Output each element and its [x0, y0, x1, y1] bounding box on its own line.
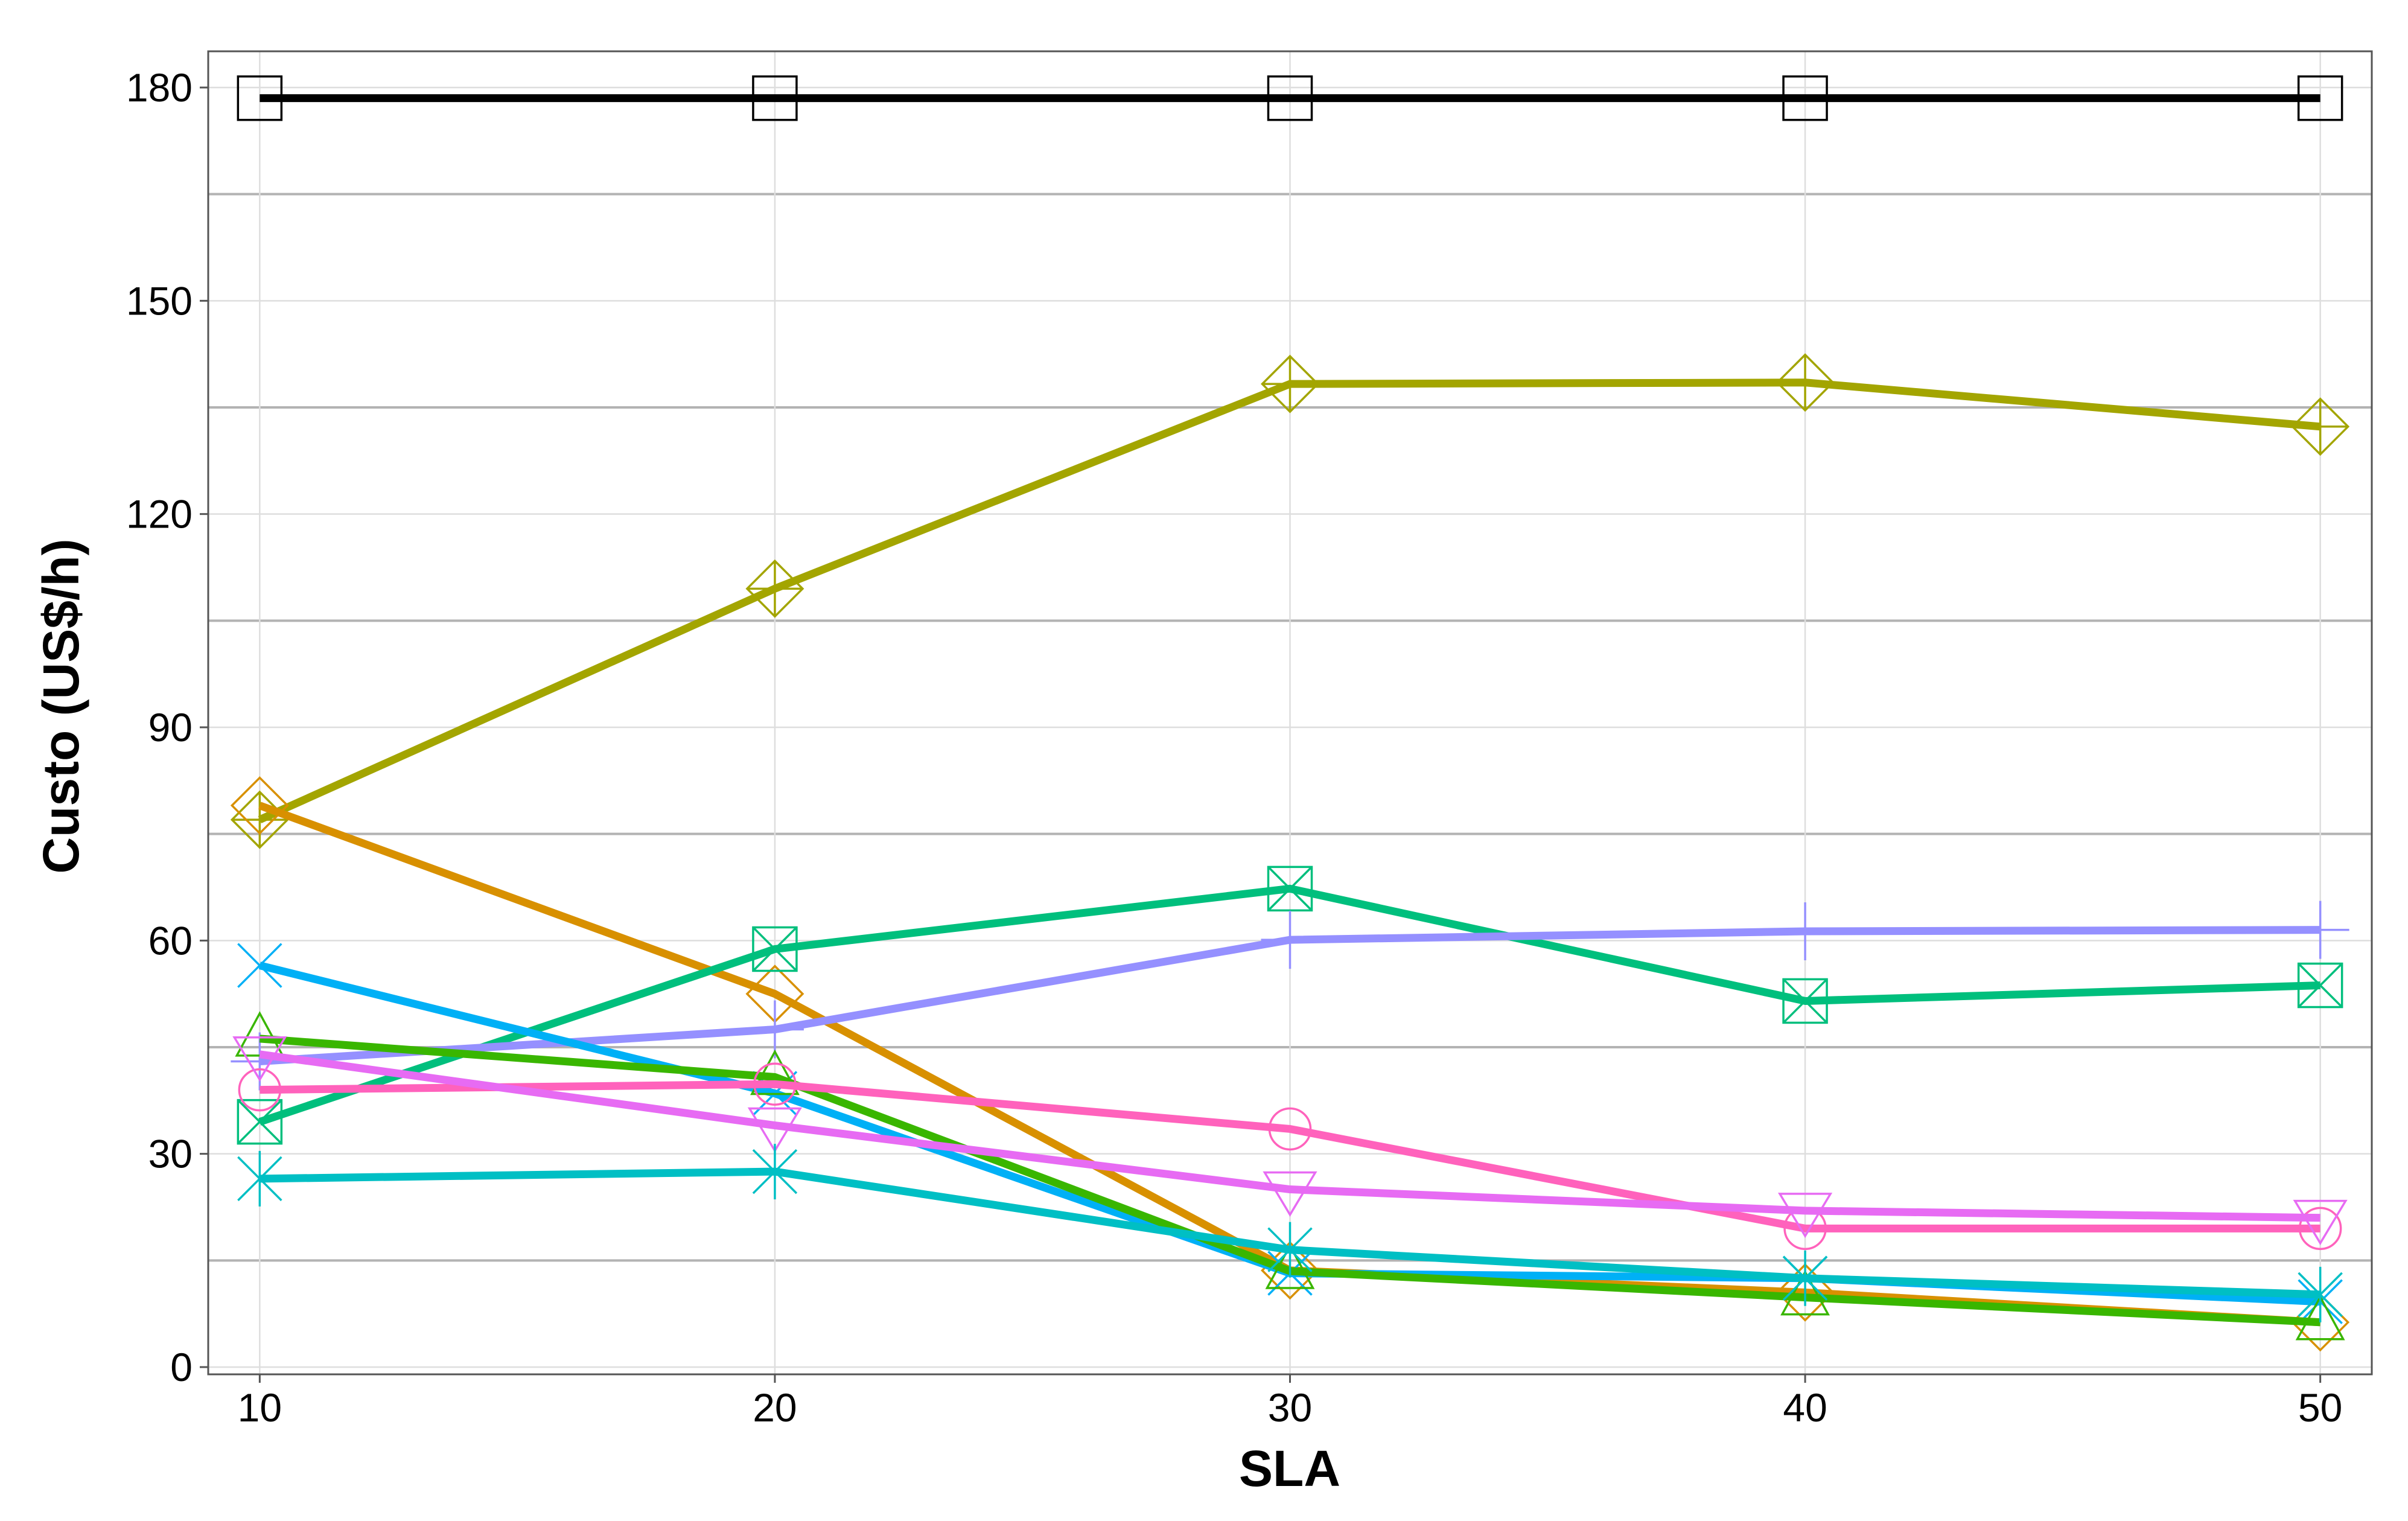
data-point-triangle-down — [1777, 1193, 1833, 1239]
data-point-square — [752, 75, 798, 121]
x-tick-label: 50 — [2298, 1385, 2342, 1430]
marker-line — [237, 943, 282, 988]
marker-line — [237, 1099, 282, 1144]
data-point-triangle-down — [232, 1036, 287, 1082]
x-tick-label: 30 — [1268, 1385, 1312, 1430]
data-point-triangle-down — [747, 1107, 803, 1153]
x-tick-label: 40 — [1783, 1385, 1827, 1430]
data-point-triangle — [1780, 1269, 1830, 1316]
y-tick-label: 0 — [170, 1345, 193, 1389]
data-point-square — [752, 926, 798, 972]
series-line — [260, 1080, 2320, 1232]
series-9 — [232, 1036, 2348, 1246]
data-point-circle — [1268, 1107, 1312, 1151]
x-tick-label: 10 — [238, 1385, 282, 1430]
series-8 — [238, 1062, 2342, 1251]
data-point-diamond — [1776, 1263, 1835, 1322]
y-tick-label: 60 — [148, 918, 193, 963]
data-point-circle — [753, 1062, 797, 1106]
y-tick-label: 180 — [126, 65, 193, 110]
ticks: 0 30 60 90 120 150 180 10 20 30 40 50 — [126, 65, 2342, 1430]
data-point-square — [237, 1098, 283, 1145]
y-tick-label: 90 — [148, 705, 193, 750]
series-4 — [237, 866, 2343, 1145]
y-tick-label: 120 — [126, 492, 193, 537]
series-line — [259, 1050, 2320, 1222]
grid — [208, 51, 2372, 1374]
x-tick-label: 20 — [753, 1385, 797, 1430]
series-layer — [230, 75, 2350, 1352]
data-point-circle — [238, 1068, 282, 1112]
data-point-triangle-down — [1263, 1171, 1317, 1217]
data-point-triangle — [2295, 1295, 2345, 1341]
data-point-triangle — [1265, 1243, 1315, 1289]
marker-line — [2298, 963, 2343, 1008]
marker-line — [752, 926, 798, 972]
data-point-triangle-down — [2293, 1199, 2348, 1246]
data-point-square — [1267, 866, 1313, 912]
data-point-square — [1782, 978, 1828, 1024]
data-point-square — [237, 75, 283, 121]
data-point-square — [1267, 75, 1313, 121]
marker-line — [1267, 866, 1313, 911]
y-tick-label: 30 — [148, 1132, 193, 1176]
y-axis-title: Custo (US$/h) — [33, 538, 89, 873]
data-point-square — [2297, 962, 2343, 1009]
x-axis-title: SLA — [1239, 1440, 1340, 1497]
data-point-circle — [2298, 1207, 2342, 1251]
data-point-triangle — [750, 1049, 800, 1095]
data-point-diamond — [230, 776, 289, 835]
marker-line — [1782, 978, 1828, 1024]
series-1 — [237, 75, 2343, 121]
y-tick-label: 150 — [126, 278, 193, 323]
data-point-square — [1782, 75, 1828, 121]
data-point-square — [2297, 75, 2343, 121]
series-10 — [237, 1144, 2343, 1322]
series-2 — [230, 353, 2350, 849]
